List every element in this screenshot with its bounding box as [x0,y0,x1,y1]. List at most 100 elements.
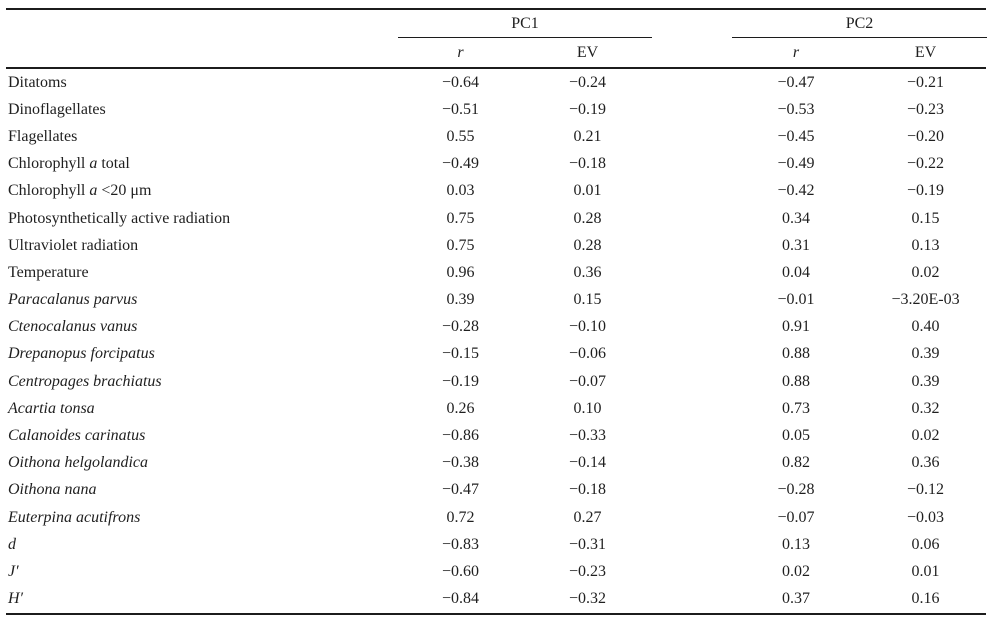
cell-value: 0.39 [446,291,475,309]
cell-value: −0.22 [906,155,945,173]
cell-value: −0.15 [441,345,480,363]
cell-value: 0.02 [782,562,810,580]
row-label: Oithona helgolandica [8,454,148,472]
cell-value: 0.91 [782,318,810,336]
cell-value: 0.31 [782,236,810,254]
cell-value: 0.01 [911,562,940,580]
cell-value: −0.47 [441,481,480,499]
table-row: Drepanopus forcipatus −0.15 −0.06 0.88 0.39 [0,341,991,368]
cell-value: 0.27 [573,508,602,526]
cell-value: 0.75 [446,209,475,227]
row-label: d [8,535,16,553]
pc1-r-header: r [457,43,464,61]
row-label: H′ [8,590,24,608]
cell-value: 0.88 [782,372,810,390]
cell-value: −0.18 [568,155,607,173]
cell-value: 0.13 [782,535,810,553]
cell-value: −0.01 [777,291,815,309]
header-group-pc1: PC1 [398,10,652,38]
cell-value: −0.49 [777,155,815,173]
table-row: Oithona helgolandica −0.38 −0.14 0.82 0.36 [0,450,991,477]
cell-value: −3.20E-03 [891,291,960,309]
table-row: J′ −0.60 −0.23 0.02 0.01 [0,558,991,585]
cell-value: −0.60 [441,562,480,580]
cell-value: 0.37 [782,590,810,608]
cell-value: 0.02 [911,263,940,281]
table-row: Acartia tonsa 0.26 0.10 0.73 0.32 [0,395,991,422]
row-label: Euterpina acutifrons [8,508,141,526]
cell-value: 0.28 [573,236,602,254]
cell-value: 0.26 [446,399,475,417]
row-label: Chlorophyll a <20 μm [8,182,152,200]
cell-value: −0.38 [441,454,480,472]
cell-value: 0.16 [911,590,940,608]
row-label: Paracalanus parvus [8,291,138,309]
cell-value: −0.83 [441,535,480,553]
row-label: J′ [8,562,19,580]
cell-value: 0.15 [911,209,940,227]
row-label: Dinoflagellates [8,100,106,118]
cell-value: −0.42 [777,182,815,200]
table-row: Calanoides carinatus −0.86 −0.33 0.05 0.02 [0,422,991,449]
table-row: Oithona nana −0.47 −0.18 −0.28 −0.12 [0,477,991,504]
cell-value: 0.40 [911,318,940,336]
table-row: Ctenocalanus vanus −0.28 −0.10 0.91 0.40 [0,314,991,341]
column-gap [652,10,732,38]
row-label: Centropages brachiatus [8,372,162,390]
cell-value: 0.96 [446,263,475,281]
cell-value: −0.23 [568,562,607,580]
row-label: Calanoides carinatus [8,427,146,445]
table-row: Dinoflagellates −0.51 −0.19 −0.53 −0.23 [0,96,991,123]
cell-value: −0.07 [777,508,815,526]
cell-value: −0.49 [441,155,480,173]
cell-value: 0.55 [446,127,475,145]
cell-value: −0.07 [568,372,607,390]
cell-value: −0.10 [568,318,607,336]
cell-value: −0.20 [906,127,945,145]
row-label: Ditatoms [8,73,67,91]
table-row: Flagellates 0.55 0.21 −0.45 −0.20 [0,123,991,150]
cell-value: −0.28 [777,481,815,499]
cell-value: 0.82 [782,454,810,472]
header-subcolumn-row: r EV r EV [0,38,991,67]
cell-value: 0.75 [446,236,475,254]
cell-value: −0.84 [441,590,480,608]
header-group-row: PC1 PC2 [0,10,991,38]
row-label: Ctenocalanus vanus [8,318,138,336]
cell-value: 0.10 [573,399,602,417]
cell-value: 0.73 [782,399,810,417]
cell-value: 0.72 [446,508,475,526]
cell-value: −0.86 [441,427,480,445]
cell-value: −0.12 [906,481,945,499]
cell-value: −0.21 [906,73,945,91]
header-bottom-rule [6,67,986,69]
cell-value: 0.03 [446,182,475,200]
cell-value: 0.34 [782,209,810,227]
table-row: Ditatoms −0.64 −0.24 −0.47 −0.21 [0,69,991,96]
cell-value: −0.06 [568,345,607,363]
table-row: Chlorophyll a total −0.49 −0.18 −0.49 −0.22 [0,151,991,178]
pc1-label: PC1 [511,14,539,32]
cell-value: −0.19 [906,182,945,200]
cell-value: 0.39 [911,372,940,390]
cell-value: 0.28 [573,209,602,227]
cell-value: −0.31 [568,535,607,553]
cell-value: 0.01 [573,182,602,200]
cell-value: −0.47 [777,73,815,91]
table-row: Ultraviolet radiation 0.75 0.28 0.31 0.13 [0,232,991,259]
cell-value: −0.23 [906,100,945,118]
pc1-ev-header: EV [576,43,599,61]
table-row: Temperature 0.96 0.36 0.04 0.02 [0,259,991,286]
table-row: Chlorophyll a <20 μm 0.03 0.01 −0.42 −0.19 [0,178,991,205]
cell-value: −0.45 [777,127,815,145]
row-label: Flagellates [8,127,78,145]
table-row: H′ −0.84 −0.32 0.37 0.16 [0,586,991,613]
bottom-rule [6,612,986,615]
cell-value: 0.02 [911,427,940,445]
row-label: Photosynthetically active radiation [8,209,231,227]
cell-value: −0.51 [441,100,480,118]
top-rule [6,8,986,10]
cell-value: 0.36 [573,263,602,281]
pc2-r-header: r [792,43,800,61]
